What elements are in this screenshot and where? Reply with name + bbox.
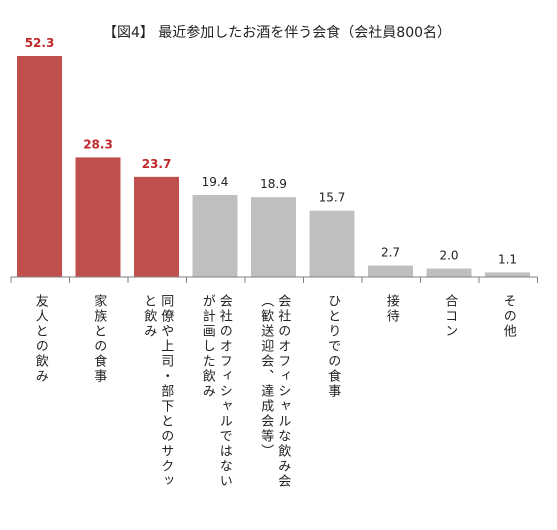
category-label-5-line-2: （歓送迎会、達成会等） [258,294,274,459]
category-label-2: 家族との食事 [91,293,107,384]
bar-6 [309,210,355,277]
bars-layer [17,56,530,277]
category-label-4-line-2: が計画した飲み [200,294,216,399]
bar-9 [485,272,530,277]
category-label-1: 友人との飲み [33,293,49,384]
value-label-8: 2.0 [439,249,458,263]
axis-layer [10,276,538,283]
value-label-4: 19.4 [202,175,229,189]
value-labels-layer: 52.3 28.3 23.7 19.4 18.9 15.7 2.7 2.0 1.1 [25,36,517,266]
category-label-3-line-1: 同僚や上司・部下とのサクッ [158,294,174,489]
category-label-3-line-2: と飲み [141,294,157,339]
value-label-2: 28.3 [83,137,113,151]
category-label-7: 接待 [384,293,400,324]
chart-title: 【図4】 最近参加したお酒を伴う会食（会社員800名） [103,24,451,41]
bar-8 [426,268,472,277]
category-label-6: ひとりでの食事 [325,294,341,399]
category-label-5-line-1: 会社のオフィシャルな飲み会 [275,294,291,489]
value-label-1: 52.3 [25,36,55,50]
value-label-7: 2.7 [381,246,400,260]
value-label-6: 15.7 [319,191,346,205]
bar-3 [134,176,179,277]
bar-4 [192,195,238,277]
value-label-5: 18.9 [260,177,287,191]
value-label-3: 23.7 [142,157,172,171]
bar-2 [75,157,121,277]
bar-5 [251,197,296,277]
category-label-8: 合コン [442,294,458,339]
bar-7 [368,265,413,277]
value-label-9: 1.1 [498,252,517,266]
category-label-9: その他 [501,294,517,339]
bar-1 [17,56,62,277]
category-label-4-line-1: 会社のオフィシャルではない [217,294,233,489]
